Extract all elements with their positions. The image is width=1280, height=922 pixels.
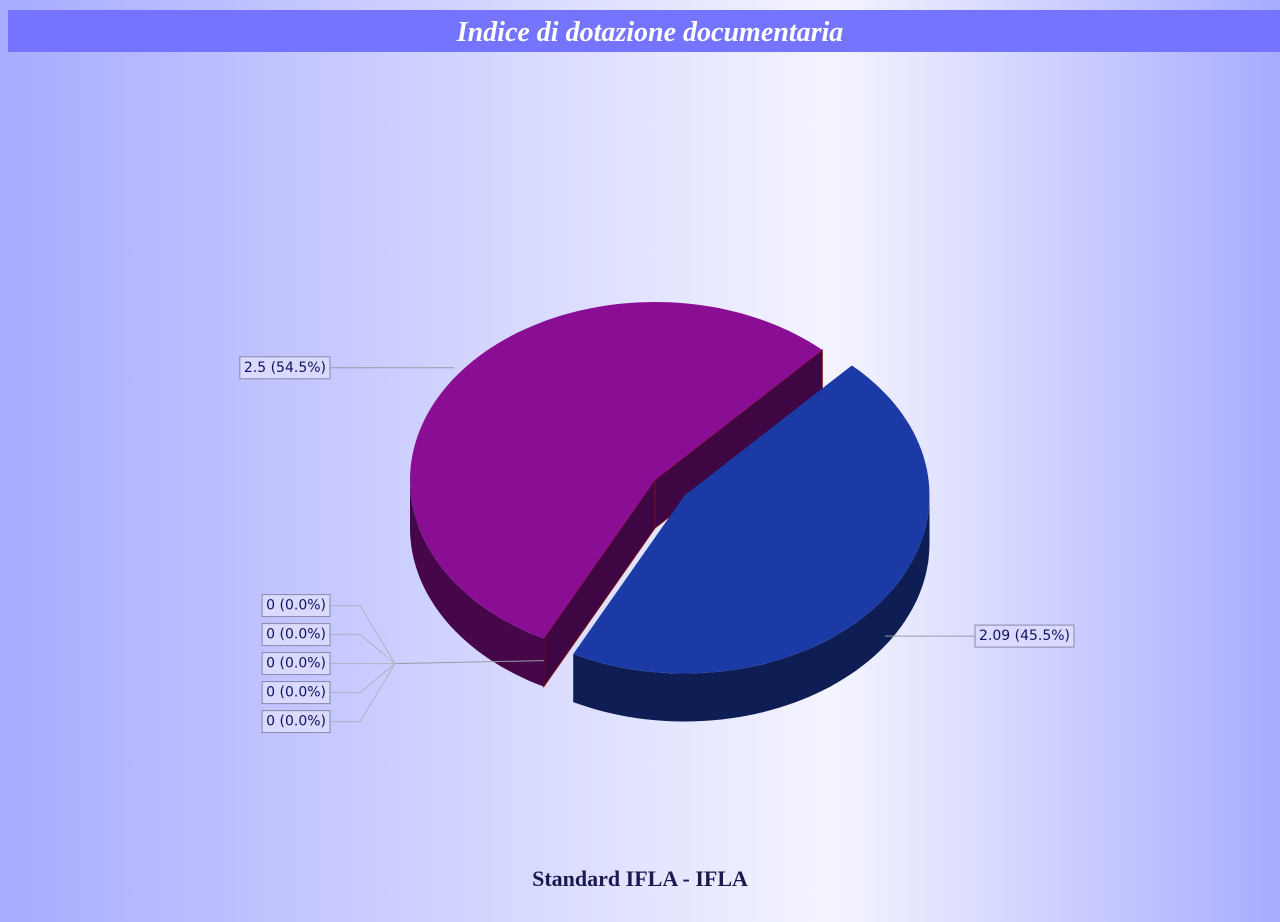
- leader-line: [394, 660, 544, 665]
- label-box: [239, 356, 331, 380]
- title-bar: [8, 10, 1280, 52]
- slice: [410, 302, 823, 639]
- data-label: 0 (0.0%): [261, 710, 331, 734]
- leader-line: [330, 663, 396, 694]
- leader-line: [330, 663, 396, 723]
- slice-side: [410, 480, 544, 687]
- label-box: [261, 681, 331, 705]
- slice: [573, 365, 930, 674]
- value-label: 0 (0.0%): [266, 627, 326, 643]
- chart-title: Indice di dotazione documentaria: [456, 17, 844, 48]
- data-label: 0 (0.0%): [261, 594, 331, 618]
- label-box: [974, 624, 1075, 648]
- chart-subtitle: Standard IFLA - IFLA: [532, 866, 748, 891]
- value-label: 0 (0.0%): [266, 714, 326, 730]
- plot: 2.5 (54.5%) 2.09 (45.5%) 0 (0.0%) 0 (0.0%) 0…: [239, 302, 1075, 734]
- data-label: 0 (0.0%): [261, 623, 331, 647]
- value-label: 2.09 (45.5%): [979, 628, 1070, 644]
- leader-line: [330, 634, 396, 664]
- label-box: [261, 594, 331, 618]
- leader-line: [330, 605, 396, 664]
- value-label: 2.5 (54.5%): [244, 360, 326, 376]
- value-label: 0 (0.0%): [266, 598, 326, 614]
- label-box: [261, 710, 331, 734]
- data-label: 2.5 (54.5%): [239, 356, 331, 380]
- value-label: 0 (0.0%): [266, 685, 326, 701]
- data-label: 0 (0.0%): [261, 681, 331, 705]
- data-label: 0 (0.0%): [261, 652, 331, 676]
- value-label: 0 (0.0%): [266, 656, 326, 672]
- label-box: [261, 652, 331, 676]
- slice-side: [573, 495, 930, 722]
- label-box: [261, 623, 331, 647]
- data-label: 2.09 (45.5%): [974, 624, 1075, 648]
